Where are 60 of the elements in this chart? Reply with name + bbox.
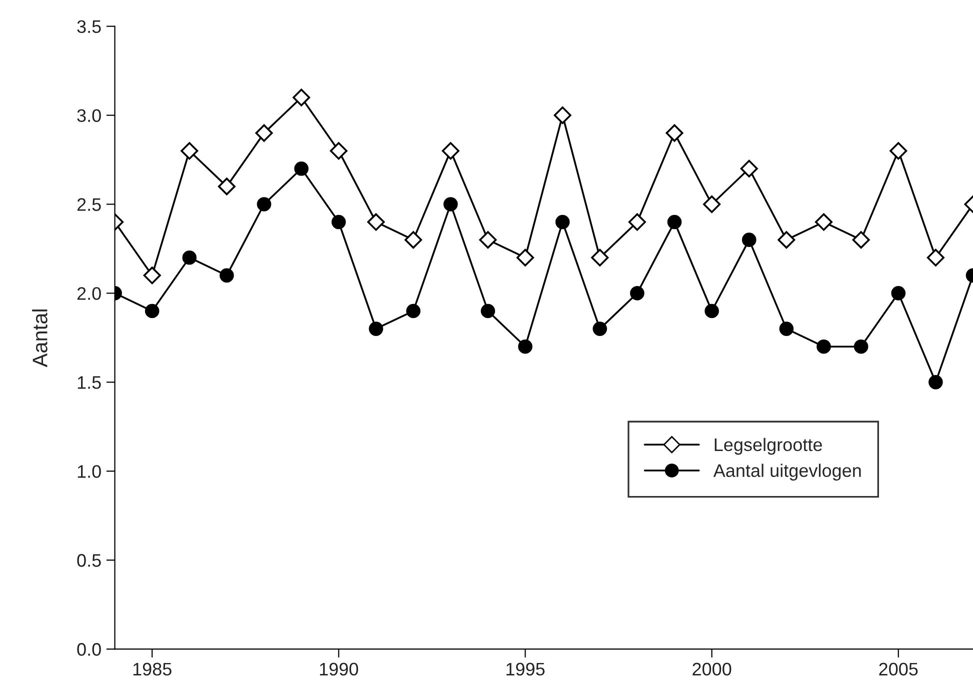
point — [294, 161, 309, 176]
point — [814, 213, 833, 231]
point — [555, 214, 570, 230]
point — [406, 304, 420, 318]
point — [630, 286, 644, 300]
legend-label: Legselgrootte — [714, 438, 822, 455]
y-tick-label: 3.0 — [77, 109, 101, 122]
y-tick-label: 2.5 — [77, 198, 101, 211]
point — [516, 248, 534, 266]
x-tick-label: 1995 — [506, 662, 545, 676]
point — [740, 160, 758, 178]
x-tick-label: 1990 — [320, 662, 358, 676]
point — [182, 250, 197, 265]
point — [292, 88, 310, 106]
y-tick-label: 0.5 — [77, 554, 101, 567]
y-tick-label: 1.0 — [78, 465, 101, 478]
point — [778, 231, 796, 249]
point — [144, 304, 160, 318]
point — [180, 142, 198, 160]
point — [852, 231, 870, 249]
x-tick-label: 2000 — [692, 662, 732, 676]
point — [667, 214, 682, 230]
point — [255, 124, 273, 142]
point — [928, 375, 943, 390]
y-tick-label: 0.0 — [77, 643, 101, 656]
point — [330, 142, 348, 160]
point — [926, 248, 944, 266]
point — [218, 178, 236, 196]
point — [891, 286, 906, 300]
legend-label: Aantal uitgevlogen — [713, 464, 861, 481]
y-tick-label: 3.5 — [77, 20, 101, 34]
point — [703, 195, 721, 213]
point — [480, 304, 496, 318]
point — [256, 197, 272, 212]
point — [332, 214, 346, 230]
point — [442, 142, 460, 160]
point — [816, 339, 831, 354]
point — [890, 142, 908, 160]
point — [368, 322, 384, 336]
y-tick-label: 1.5 — [78, 376, 101, 389]
point — [220, 268, 234, 283]
point — [479, 231, 497, 249]
point — [628, 213, 646, 231]
point — [404, 231, 422, 249]
point — [854, 339, 868, 354]
point — [666, 124, 684, 142]
point — [592, 322, 608, 336]
point — [554, 106, 572, 124]
point — [143, 266, 161, 284]
point — [704, 304, 719, 318]
point — [591, 248, 609, 266]
point — [518, 339, 532, 354]
x-tick-label: 1985 — [133, 662, 172, 676]
point — [367, 213, 385, 231]
point — [443, 197, 458, 212]
point — [742, 232, 756, 247]
y-tick-label: 2.0 — [77, 287, 101, 300]
y-axis-title: Aantal — [32, 310, 48, 368]
x-tick-label: 2005 — [879, 662, 918, 676]
point — [779, 322, 794, 336]
